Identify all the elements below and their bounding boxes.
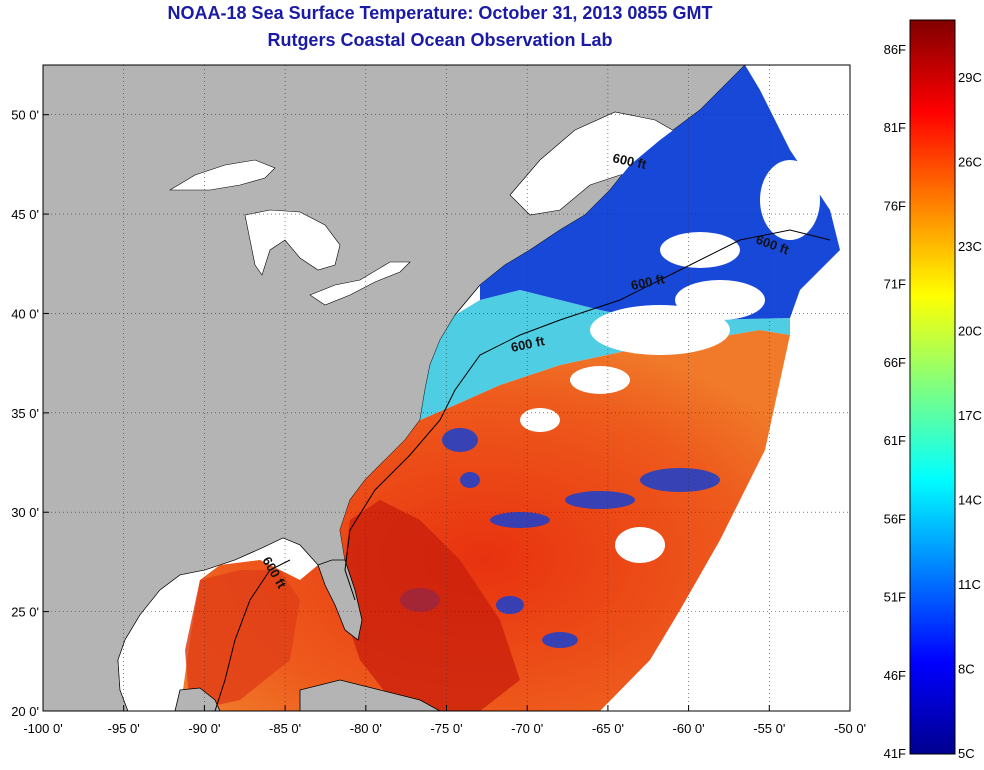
lon-tick-label: -80 0' [350,721,382,736]
colorbar-f-label: 66F [884,355,906,370]
colorbar-c-label: 23C [958,239,982,254]
lat-tick-label: 50 0' [11,108,39,123]
map-subtitle: Rutgers Coastal Ocean Observation Lab [267,30,613,50]
colorbar-f-label: 81F [884,120,906,135]
land-cuba [299,679,441,711]
colorbar-f-label: 86F [884,42,906,57]
colorbar-f-label: 41F [884,746,906,761]
colorbar-f-label: 56F [884,511,906,526]
lon-tick-label: -50 0' [834,721,866,736]
colorbar-c-label: 29C [958,70,982,85]
lat-tick-label: 35 0' [11,406,39,421]
colorbar-c-label: 8C [958,662,975,677]
land-florida [317,559,363,641]
land-yucatan [174,687,221,711]
colorbar-c-label: 5C [958,746,975,761]
map-frame [42,64,851,712]
sst-gulf-warm [185,570,300,711]
colorbar-c-label: 17C [958,408,982,423]
colorbar-c-label: 11C [958,577,981,592]
lon-tick-label: -65 0' [592,721,624,736]
contour-label-middle: 600 ft [630,271,667,293]
colorbar-f-label: 51F [884,590,906,605]
colorbar [909,19,956,755]
sst-warm-core [340,500,520,711]
sst-cold-field [480,65,840,320]
lon-tick-label: -60 0' [673,721,705,736]
colorbar-ticks: 86F 81F 76F 71F 66F 61F 56F 51F 46F 41F 29C 26C 23C 2… [884,42,982,761]
lon-tick-label: -95 0' [108,721,140,736]
lake-erie-ontario [309,261,411,306]
lon-tick-label: -55 0' [753,721,785,736]
colorbar-c-label: 14C [958,493,982,508]
gulf-contour-line [214,559,291,711]
lat-tick-label: 20 0' [11,704,39,719]
colorbar-f-label: 61F [884,433,906,448]
sst-warm-field [180,330,790,711]
colorbar-f-label: 46F [884,668,906,683]
map-area: 600 ft 600 ft 600 ft 600 ft 600 ft [43,65,850,711]
colorbar-f-label: 71F [884,277,906,292]
lake-superior [168,159,276,191]
colorbar-c-label: 26C [958,155,982,170]
lake-michigan-huron [244,209,341,276]
lat-tick-label: 30 0' [11,505,39,520]
lon-tick-label: -85 0' [269,721,301,736]
colorbar-c-label: 20C [958,324,982,339]
contour-label-mid-atlantic: 600 ft [510,333,547,355]
map-title: NOAA-18 Sea Surface Temperature: October… [167,3,713,23]
lon-tick-label: -75 0' [430,721,462,736]
lon-tick-labels: -100 0' -95 0' -90 0' -85 0' -80 0' -75 0' -70… [23,721,866,736]
lon-tick-label: -100 0' [23,721,62,736]
lat-tick-label: 40 0' [11,306,39,321]
colorbar-f-label: 76F [884,198,906,213]
contour-label-north: 600 ft [611,150,648,172]
lat-tick-label: 25 0' [11,605,39,620]
lat-tick-labels: 20 0' 25 0' 30 0' 35 0' 40 0' 45 0' 50 0' [11,108,39,719]
lon-tick-label: -70 0' [511,721,543,736]
lon-tick-label: -90 0' [188,721,220,736]
shelf-contour-line [344,229,831,601]
lat-tick-label: 45 0' [11,207,39,222]
cloud-mask [520,160,820,563]
